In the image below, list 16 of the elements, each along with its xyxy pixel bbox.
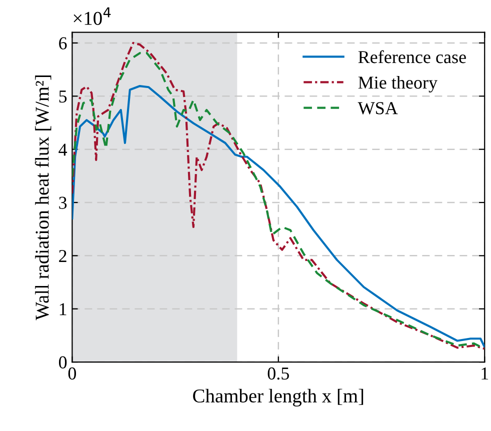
- y-tick-label: 6: [59, 37, 67, 50]
- x-axis-title: Chamber length x [m]: [193, 388, 364, 407]
- y-tick-label: 4: [58, 144, 68, 156]
- y-tick-label: 1: [60, 303, 66, 316]
- x-tick-label: 1: [482, 368, 488, 380]
- legend-label: Mie theory: [358, 76, 438, 92]
- y-tick-label: 3: [59, 196, 67, 209]
- y-axis-title: Wall radiation heat flux [W/m²]: [34, 76, 52, 320]
- y-tick-label: 0: [58, 356, 67, 368]
- x-tick-label: 0: [68, 367, 76, 380]
- y-tick-label: 5: [59, 90, 67, 103]
- legend-label: WSA: [358, 102, 398, 114]
- text: ×10$^{4}$: [74, 7, 111, 25]
- legend-label: Reference case: [358, 50, 466, 64]
- x-tick-label: 0.5: [268, 367, 289, 380]
- y-tick-label: 2: [59, 250, 66, 262]
